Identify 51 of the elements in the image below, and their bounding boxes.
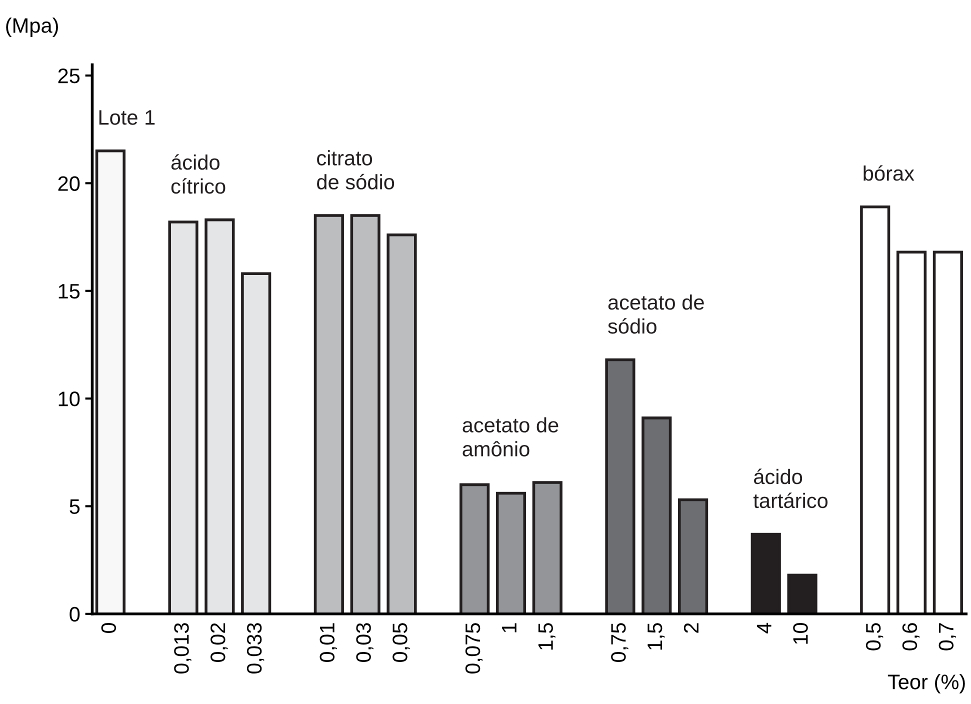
bar	[386, 234, 417, 614]
y-tick-label: 10	[58, 392, 80, 406]
x-tick-label: 0,75	[611, 623, 628, 662]
x-tick-label: 1	[502, 623, 516, 632]
bar	[241, 272, 272, 614]
x-tick-label: 0,03	[356, 623, 374, 662]
bar	[932, 250, 963, 614]
bar	[750, 532, 781, 614]
bar	[896, 250, 927, 614]
x-tick-label: 0,075	[465, 623, 483, 674]
x-tick-label: 0,05	[392, 623, 410, 662]
x-tick-label: 0,7	[938, 623, 956, 650]
x-tick-label: 2	[684, 623, 698, 633]
bar	[95, 150, 126, 614]
bar	[860, 206, 890, 614]
y-tick-label: 5	[70, 499, 80, 514]
bar	[460, 483, 490, 614]
series-label: bórax	[864, 165, 914, 181]
bar	[532, 481, 562, 614]
x-tick-label: 0	[101, 623, 116, 633]
y-tick-label: 25	[58, 68, 80, 84]
bar	[168, 220, 198, 614]
series-label: acetato de amônio	[462, 417, 558, 456]
y-tick-label: 20	[58, 176, 80, 191]
bar	[787, 574, 818, 614]
x-tick-label: 4	[756, 622, 772, 634]
series-label: acetato de sódio	[608, 294, 704, 334]
bar	[496, 492, 526, 614]
series-label: ácido tartárico	[753, 468, 828, 508]
series-label: Lote 1	[99, 110, 155, 125]
x-tick-label: 0,5	[866, 623, 884, 650]
bar	[350, 214, 380, 614]
x-tick-label: 0,033	[246, 623, 264, 674]
series-label: citrato de sódio	[317, 150, 394, 190]
x-tick-label: 0,013	[174, 623, 192, 674]
x-tick-label: 10	[793, 623, 808, 644]
y-axis-title: (Mpa)	[6, 18, 58, 38]
x-tick-label: 1,5	[648, 623, 665, 650]
series-label: ácido cítrico	[171, 154, 226, 194]
bar	[605, 358, 636, 614]
x-axis-title: Teor (%)	[888, 674, 965, 694]
x-tick-label: 0,01	[320, 623, 337, 662]
x-tick-label: 1,5	[538, 623, 556, 650]
bar	[314, 214, 344, 614]
x-tick-label: 0,02	[210, 623, 228, 662]
y-tick-label: 0	[70, 606, 80, 622]
bar	[642, 416, 672, 614]
bar	[678, 498, 708, 614]
x-tick-label: 0,6	[902, 623, 920, 650]
y-tick-label: 15	[58, 284, 80, 299]
bar	[204, 218, 235, 614]
